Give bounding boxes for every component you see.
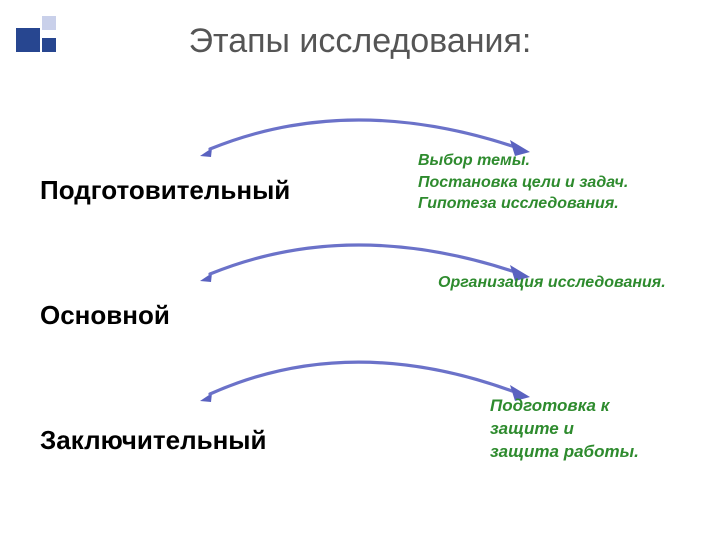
stage-description: Организация исследования. [438,272,666,294]
stage-label: Заключительный [40,425,266,456]
stage-description: Подготовка кзащите изащита работы. [490,395,639,464]
stage-label: Основной [40,300,170,331]
page-title: Этапы исследования: [0,22,720,61]
arrow-icon [200,340,530,405]
stage-label: Подготовительный [40,175,290,206]
stage-description: Выбор темы.Постановка цели и задач.Гипот… [418,150,628,215]
